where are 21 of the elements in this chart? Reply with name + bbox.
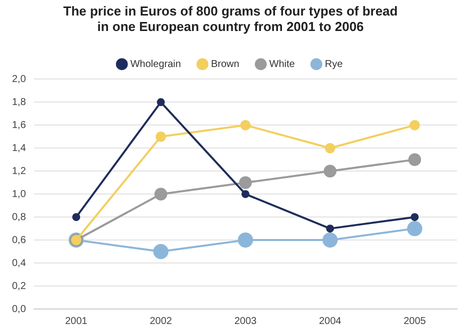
x-tick-label: 2005 (404, 316, 426, 327)
y-tick-label: 0,2 (12, 280, 26, 292)
y-tick-label: 0,4 (12, 258, 26, 269)
y-tick-label: 1,0 (12, 188, 26, 200)
chart-title: The price in Euros of 800 grams of four types of bread in one European country from 2001 to 2006 (63, 3, 398, 34)
x-tick-label: 2003 (234, 316, 258, 327)
legend-label: Brown (210, 58, 240, 70)
y-tick-label: 0,0 (12, 304, 26, 315)
y-tick-label: 2,0 (12, 74, 26, 85)
y-tick-label: 1,2 (12, 166, 26, 177)
x-tick-label: 2004 (318, 316, 342, 327)
legend-label: Wholegrain (130, 58, 181, 70)
y-tick-label: 1,6 (12, 120, 26, 131)
x-tick-label: 2002 (150, 316, 172, 327)
x-tick-label: 2001 (65, 316, 88, 327)
legend-label: Rye (324, 58, 344, 70)
y-tick-label: 0,6 (12, 234, 26, 246)
y-tick-label: 1,8 (12, 96, 26, 108)
y-tick-label: 1,4 (12, 142, 26, 154)
legend-label: White (269, 58, 296, 70)
y-tick-label: 0,8 (12, 212, 26, 223)
